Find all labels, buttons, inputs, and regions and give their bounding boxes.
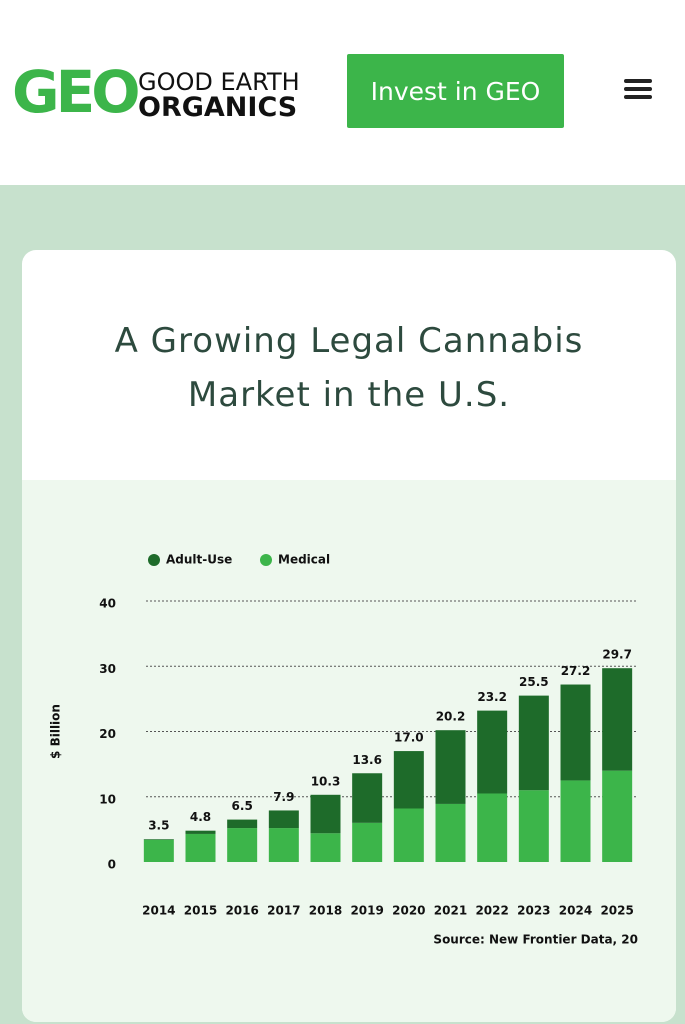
bar-segment [477, 710, 508, 794]
total-label: 10.3 [311, 774, 341, 788]
y-tick-label: 0 [108, 858, 116, 872]
x-tick-label: 2024 [559, 904, 592, 918]
bar-segment [227, 819, 258, 829]
bar-segment [143, 839, 174, 862]
invest-button[interactable]: Invest in GEO [347, 54, 564, 128]
menu-icon[interactable] [624, 79, 654, 103]
x-tick-label: 2022 [475, 904, 508, 918]
bar-segment [352, 773, 383, 823]
total-label: 29.7 [602, 648, 632, 662]
chart-card: A Growing Legal Cannabis Market in the U… [22, 250, 676, 1022]
bar-segment [268, 810, 299, 829]
bar-segment [143, 839, 174, 840]
y-tick-label: 40 [99, 597, 116, 611]
chart: 0 10 20 30 40 $ Billion Adult-Use Medical 3.5 201… [22, 480, 676, 1022]
x-tick-label: 2015 [184, 904, 217, 918]
logo-line: GOOD EARTH [138, 68, 300, 96]
header: GEO GOOD EARTH ORGANICS Invest in GEO [0, 0, 685, 185]
chart-title: A Growing Legal Cannabis Market in the U… [114, 321, 584, 415]
x-tick-label: 2020 [392, 904, 425, 918]
bar-segment [435, 730, 466, 804]
source-note: Source: New Frontier Data, 20 [433, 933, 638, 947]
bar-segment [477, 793, 508, 862]
total-label: 20.2 [436, 710, 466, 724]
total-label: 4.8 [190, 810, 211, 824]
bar-segment [518, 695, 549, 791]
bar-segment [602, 770, 633, 862]
total-label: 6.5 [232, 799, 253, 813]
y-axis-label: $ Billion [49, 704, 63, 759]
bar-segment [393, 751, 424, 809]
total-label: 27.2 [561, 664, 591, 678]
bar-segment [560, 684, 591, 781]
x-tick-label: 2025 [600, 904, 633, 918]
legend-swatch [148, 554, 160, 566]
bar-segment [310, 794, 341, 834]
bar-segment [518, 790, 549, 862]
logo-mark[interactable]: GEO [12, 58, 141, 126]
total-label: 7.9 [273, 790, 294, 804]
legend-label: Adult-Use [166, 553, 232, 567]
x-tick-label: 2018 [309, 904, 342, 918]
bar-segment [602, 668, 633, 771]
bar-segment [435, 803, 466, 862]
total-label: 17.0 [394, 731, 424, 745]
total-label: 25.5 [519, 675, 549, 689]
legend-label: Medical [278, 553, 330, 567]
y-tick-label: 10 [99, 792, 116, 806]
bar-segment [310, 833, 341, 862]
bar-segment [560, 780, 591, 862]
total-label: 13.6 [352, 753, 382, 767]
bar-segment [227, 828, 258, 862]
x-tick-label: 2021 [434, 904, 467, 918]
y-tick-label: 20 [99, 727, 116, 741]
x-tick-label: 2016 [225, 904, 258, 918]
total-label: 23.2 [477, 690, 507, 704]
y-tick-label: 30 [99, 662, 116, 676]
logo-line: ORGANICS [138, 92, 298, 123]
bar-segment [393, 808, 424, 862]
x-tick-label: 2017 [267, 904, 300, 918]
bar-segment [185, 833, 216, 862]
x-tick-label: 2019 [350, 904, 383, 918]
total-label: 3.5 [148, 819, 169, 833]
x-tick-label: 2014 [142, 904, 175, 918]
bar-segment [185, 830, 216, 834]
legend-swatch [260, 554, 272, 566]
bar-segment [352, 822, 383, 862]
x-tick-label: 2023 [517, 904, 550, 918]
bar-segment [268, 828, 299, 862]
